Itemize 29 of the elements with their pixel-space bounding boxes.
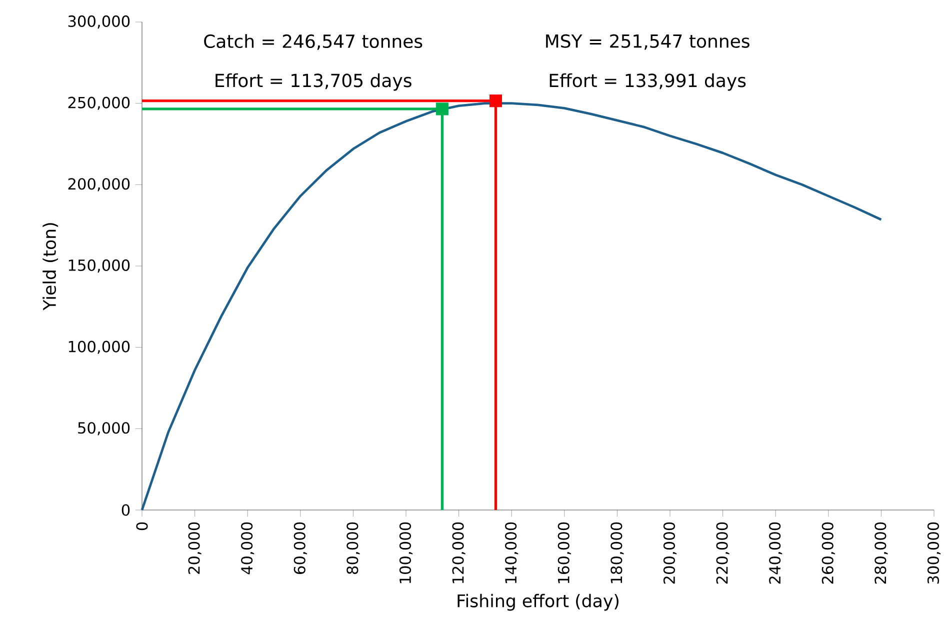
x-tick-label: 300,000 <box>927 522 941 584</box>
annotation: Effort = 133,991 days <box>550 73 746 91</box>
x-tick-label: 220,000 <box>716 522 730 584</box>
y-tick-label: 300,000 <box>68 15 130 29</box>
y-axis-title: Yield (ton) <box>42 223 58 310</box>
y-tick-label: 50,000 <box>78 422 130 436</box>
annotation: MSY = 251,547 tonnes <box>546 34 750 50</box>
x-tick-label: 40,000 <box>241 522 254 574</box>
x-tick-label: 260,000 <box>822 522 835 584</box>
x-tick-label: 60,000 <box>294 522 307 574</box>
x-tick-label: 100,000 <box>399 522 413 584</box>
x-tick-label: 280,000 <box>874 522 888 584</box>
x-tick-label: 140,000 <box>505 522 518 584</box>
annotation: Effort = 113,705 days <box>216 73 412 91</box>
x-tick-label: 20,000 <box>188 522 202 574</box>
x-tick-label: 80,000 <box>346 522 360 574</box>
y-tick-label: 0 <box>122 504 130 516</box>
annotation: Catch = 246,547 tonnes <box>204 34 422 50</box>
y-tick-label: 150,000 <box>68 259 130 273</box>
x-tick-label: 120,000 <box>452 522 466 584</box>
x-tick-label: 200,000 <box>663 522 677 584</box>
y-tick-label: 200,000 <box>68 178 130 192</box>
x-tick-label: 0 <box>136 522 148 530</box>
x-tick-label: 160,000 <box>558 522 571 584</box>
x-tick-label: 240,000 <box>769 522 782 584</box>
x-axis-title: Fishing effort (day) <box>458 594 618 611</box>
x-tick-label: 180,000 <box>610 522 624 584</box>
y-tick-label: 100,000 <box>68 340 130 354</box>
y-tick-label: 250,000 <box>68 96 130 110</box>
